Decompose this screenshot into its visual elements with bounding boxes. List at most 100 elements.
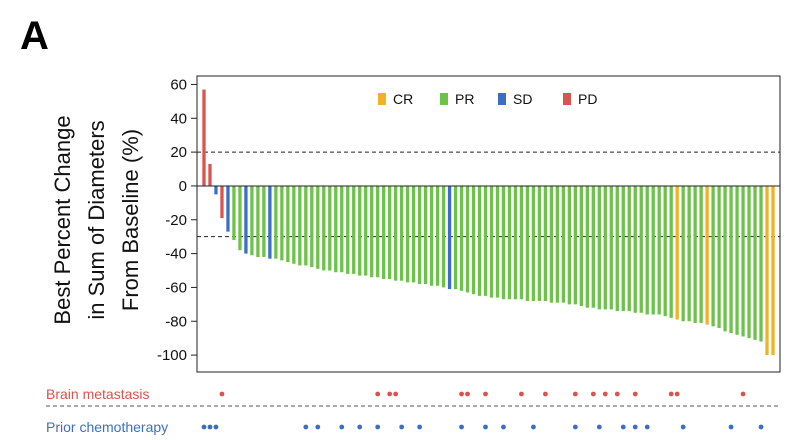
y-axis-label-line: From Baseline (%) xyxy=(118,129,143,311)
bar-pr xyxy=(561,185,566,303)
bar-pr xyxy=(471,185,476,295)
legend-label-pr: PR xyxy=(455,91,474,107)
prior-chemotherapy-dot xyxy=(375,424,381,430)
marker-rows: Brain metastasis Prior chemotherapy xyxy=(46,386,780,435)
legend-swatch-pr xyxy=(440,93,448,105)
bar-pr xyxy=(352,185,356,274)
y-tick-label: 40 xyxy=(170,110,187,127)
bar-pr xyxy=(525,185,530,301)
brain-metastasis-dot xyxy=(459,391,464,397)
bar-pr xyxy=(388,185,392,279)
bar-pr xyxy=(310,185,314,268)
bar-pr xyxy=(651,185,655,315)
brain-metastasis-dot xyxy=(465,391,470,397)
bar-pr xyxy=(645,185,649,315)
bar-pr xyxy=(609,185,613,310)
brain-metastasis-label: Brain metastasis xyxy=(46,386,149,402)
y-tick-label: -20 xyxy=(165,212,187,229)
bar-pr xyxy=(322,185,326,271)
prior-chemotherapy-dot xyxy=(728,424,734,430)
brain-metastasis-dot xyxy=(740,391,746,397)
brain-metastasis-dot xyxy=(483,391,488,397)
y-tick-label: -80 xyxy=(165,313,187,330)
bar-pr xyxy=(531,185,536,301)
bar-cr xyxy=(765,185,769,356)
bar-pr xyxy=(262,185,266,257)
brain-metastasis-dot xyxy=(614,391,620,397)
prior-chemotherapy-dot xyxy=(531,424,536,430)
bar-pr xyxy=(519,185,524,300)
legend-label-pd: PD xyxy=(578,91,597,107)
legend-swatch-cr xyxy=(378,93,386,105)
bar-pr xyxy=(555,185,560,303)
y-axis-title: Best Percent Change in Sum of Diameters Fr… xyxy=(50,115,143,324)
bar-pr xyxy=(304,185,308,266)
prior-chemotherapy-dot xyxy=(620,424,626,430)
bar-pr xyxy=(298,185,302,266)
bar-pr xyxy=(591,185,595,308)
bar-pr xyxy=(669,185,673,318)
bar-pr xyxy=(735,185,739,335)
bar-sd xyxy=(214,185,218,195)
bar-pr xyxy=(633,185,637,313)
bar-pr xyxy=(334,185,338,273)
y-tick-label: 60 xyxy=(170,76,187,93)
bar-pr xyxy=(501,185,506,300)
bar-cr xyxy=(675,185,679,320)
prior-chemotherapy-dot xyxy=(632,424,638,430)
reference-lines xyxy=(197,151,780,238)
bar-sd xyxy=(226,185,230,232)
bar-pr xyxy=(585,185,589,308)
bar-pr xyxy=(693,185,697,323)
prior-chemotherapy-dot xyxy=(596,424,602,430)
bar-pr xyxy=(723,185,727,332)
bar-pr xyxy=(346,185,350,274)
bar-cr xyxy=(705,185,709,325)
bar-pr xyxy=(477,185,482,296)
y-tick-label: 20 xyxy=(170,144,187,161)
prior-chemotherapy-dot xyxy=(758,424,764,430)
bar-pr xyxy=(639,185,643,313)
bar-pr xyxy=(340,185,344,273)
bar-pr xyxy=(549,185,554,303)
bar-pr xyxy=(250,185,254,256)
legend-swatch-sd xyxy=(498,93,506,105)
bar-pr xyxy=(453,185,458,290)
bar-pr xyxy=(441,185,446,288)
bars xyxy=(202,89,775,356)
bar-pr xyxy=(483,185,488,296)
brain-metastasis-dot xyxy=(668,391,674,397)
bar-pr xyxy=(717,185,721,329)
bar-pr xyxy=(681,185,685,322)
bar-pr xyxy=(699,185,703,323)
prior-chemotherapy-dot xyxy=(207,424,213,430)
bar-pr xyxy=(358,185,362,276)
bar-pr xyxy=(753,185,757,340)
brain-metastasis-dot xyxy=(519,391,524,397)
legend: CR PR SD PD xyxy=(378,91,597,107)
bar-pr xyxy=(759,185,763,342)
bar-pr xyxy=(316,185,320,269)
prior-chemotherapy-dot xyxy=(644,424,650,430)
y-tick-label: 0 xyxy=(179,178,187,195)
bar-pr xyxy=(507,185,512,300)
bar-pr xyxy=(280,185,284,261)
brain-metastasis-dot xyxy=(543,391,548,397)
bar-pr xyxy=(741,185,745,337)
bar-pr xyxy=(495,185,500,298)
bar-pr xyxy=(423,185,428,285)
bar-pr xyxy=(328,185,332,271)
panel-label: A xyxy=(20,14,49,58)
bar-pr xyxy=(274,185,278,259)
bar-pr xyxy=(687,185,691,322)
bar-pd xyxy=(208,163,212,186)
bar-sd xyxy=(244,185,248,254)
bar-sd xyxy=(268,185,272,259)
bar-pr xyxy=(459,185,464,291)
bar-pr xyxy=(382,185,386,279)
bar-pr xyxy=(627,185,631,312)
bar-pr xyxy=(573,185,577,305)
prior-chemotherapy-dot xyxy=(357,424,363,430)
bar-pr xyxy=(256,185,260,257)
